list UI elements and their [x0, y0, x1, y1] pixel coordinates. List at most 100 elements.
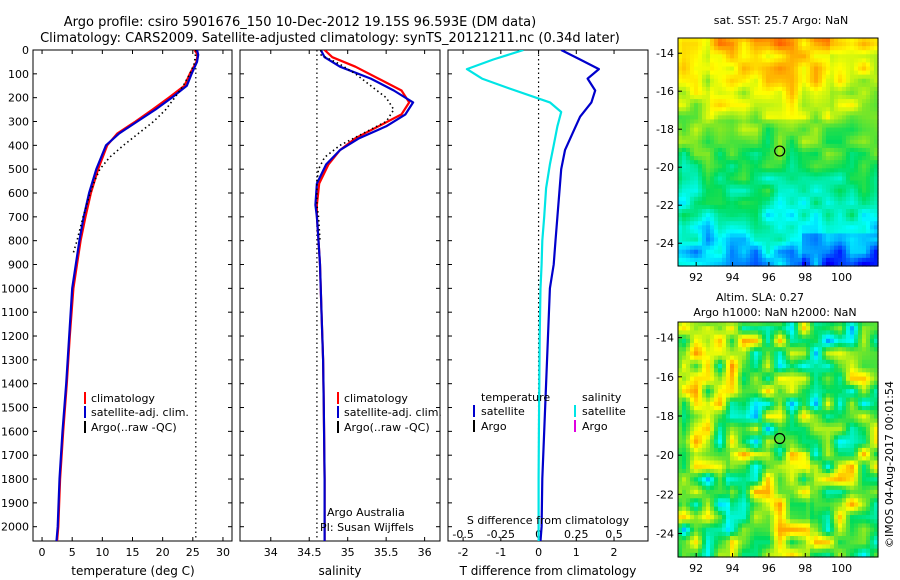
- heatmap-cell: [710, 164, 715, 169]
- heatmap-cell: [782, 376, 787, 382]
- heatmap-cell: [742, 515, 747, 520]
- heatmap-cell: [718, 135, 723, 141]
- heatmap-cell: [806, 338, 811, 344]
- heatmap-cell: [758, 188, 763, 194]
- heatmap-cell: [730, 115, 735, 121]
- heatmap-cell: [862, 192, 867, 198]
- heatmap-cell: [678, 384, 683, 390]
- heatmap-cell: [814, 253, 819, 259]
- heatmap-cell: [802, 431, 807, 436]
- heatmap-cell: [786, 405, 791, 411]
- heatmap-cell: [810, 473, 815, 478]
- heatmap-cell: [754, 86, 759, 92]
- heatmap-cell: [722, 506, 727, 512]
- heatmap-cell: [862, 241, 867, 247]
- heatmap-cell: [778, 489, 783, 495]
- heatmap-cell: [810, 540, 815, 546]
- sla-map-panel: Altim. SLA: 0.27 Argo h1000: NaN h2000: …: [656, 291, 879, 575]
- heatmap-cell: [678, 494, 683, 499]
- heatmap-cell: [702, 180, 707, 186]
- heatmap-cell: [722, 468, 727, 474]
- heatmap-cell: [690, 464, 695, 470]
- heatmap-cell: [722, 443, 727, 449]
- heatmap-cell: [862, 70, 867, 76]
- heatmap-cell: [690, 435, 695, 441]
- heatmap-cell: [694, 431, 699, 436]
- heatmap-cell: [714, 372, 719, 378]
- heatmap-cell: [770, 233, 775, 239]
- heatmap-cell: [694, 368, 699, 373]
- heatmap-cell: [738, 502, 743, 508]
- heatmap-cell: [722, 481, 727, 487]
- heatmap-cell: [782, 209, 787, 214]
- heatmap-cell: [798, 389, 803, 394]
- heatmap-cell: [842, 95, 847, 100]
- heatmap-cell: [746, 253, 751, 259]
- heatmap-cell: [862, 62, 867, 68]
- heatmap-cell: [718, 38, 723, 43]
- heatmap-cell: [702, 160, 707, 165]
- heatmap-cell: [762, 368, 767, 373]
- heatmap-cell: [742, 481, 747, 487]
- heatmap-cell: [822, 147, 827, 153]
- heatmap-cell: [782, 552, 787, 558]
- x-tick-label: 35.5: [374, 546, 399, 559]
- heatmap-cell: [690, 54, 695, 59]
- heatmap-cell: [746, 515, 751, 520]
- heatmap-cell: [746, 506, 751, 512]
- heatmap-cell: [790, 147, 795, 153]
- heatmap-cell: [722, 515, 727, 520]
- heatmap-cell: [678, 372, 683, 378]
- heatmap-cell: [690, 494, 695, 499]
- y-tick-label: 2000: [1, 521, 29, 534]
- heatmap-cell: [798, 477, 803, 483]
- heatmap-cell: [718, 221, 723, 226]
- heatmap-cell: [690, 456, 695, 462]
- heatmap-cell: [690, 376, 695, 382]
- heatmap-cell: [730, 119, 735, 125]
- heatmap-cell: [786, 397, 791, 403]
- heatmap-cell: [682, 66, 687, 72]
- heatmap-cell: [850, 86, 855, 92]
- heatmap-cell: [802, 111, 807, 116]
- heatmap-cell: [862, 257, 867, 263]
- heatmap-cell: [682, 74, 687, 80]
- heatmap-cell: [822, 160, 827, 165]
- heatmap-cell: [730, 464, 735, 470]
- heatmap-cell: [758, 176, 763, 182]
- heatmap-cell: [702, 38, 707, 43]
- heatmap-cell: [786, 143, 791, 149]
- heatmap-cell: [682, 123, 687, 129]
- heatmap-cell: [842, 115, 847, 121]
- heatmap-cell: [734, 544, 739, 550]
- heatmap-cell: [810, 435, 815, 441]
- heatmap-cell: [718, 473, 723, 478]
- heatmap-cell: [786, 489, 791, 495]
- heatmap-cell: [682, 147, 687, 153]
- heatmap-cell: [770, 225, 775, 230]
- heatmap-cell: [678, 103, 683, 108]
- heatmap-cell: [810, 176, 815, 182]
- heatmap-cell: [682, 176, 687, 182]
- heatmap-cell: [750, 536, 755, 541]
- heatmap-cell: [734, 435, 739, 441]
- heatmap-cell: [814, 164, 819, 169]
- heatmap-cell: [750, 397, 755, 403]
- heatmap-cell: [802, 426, 807, 432]
- heatmap-cell: [806, 540, 811, 546]
- heatmap-cell: [766, 221, 771, 226]
- heatmap-cell: [786, 435, 791, 441]
- heatmap-cell: [746, 156, 751, 161]
- heatmap-cell: [830, 70, 835, 76]
- heatmap-cell: [770, 531, 775, 537]
- heatmap-cell: [706, 42, 711, 47]
- heatmap-cell: [842, 58, 847, 64]
- heatmap-cell: [794, 172, 799, 178]
- heatmap-cell: [870, 90, 875, 96]
- heatmap-cell: [790, 90, 795, 96]
- heatmap-cell: [706, 249, 711, 255]
- heatmap-cell: [698, 221, 703, 226]
- heatmap-cell: [774, 217, 779, 222]
- x-tick-label: 1: [573, 546, 580, 559]
- sst-argo-location-marker: [774, 145, 786, 157]
